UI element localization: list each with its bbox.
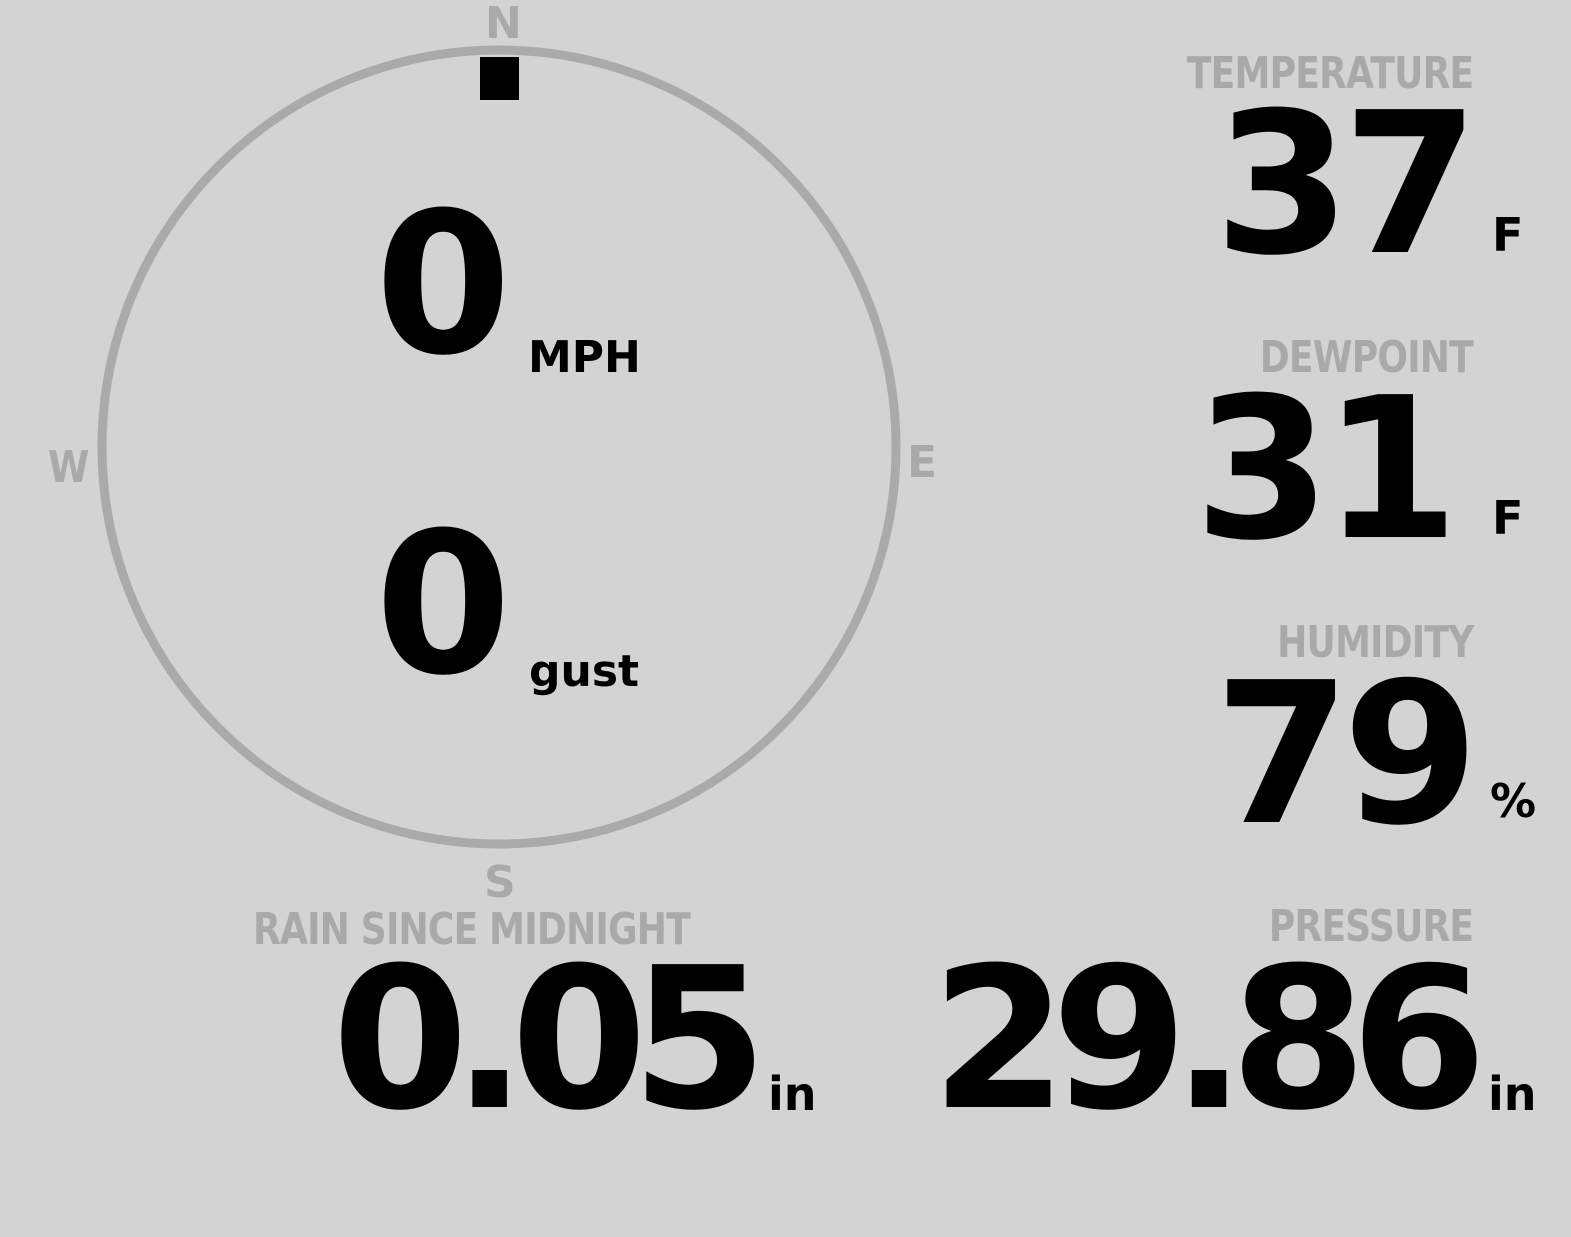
pressure-label: PRESSURE — [1268, 901, 1474, 952]
compass-ring — [97, 45, 901, 849]
compass-north-label: N — [485, 0, 522, 49]
pressure-unit: in — [1488, 1067, 1537, 1121]
wind-speed-value: 0 — [375, 171, 511, 399]
humidity-label: HUMIDITY — [1276, 617, 1474, 668]
temperature-value: 37 — [1214, 71, 1479, 299]
compass-west-label: W — [48, 442, 90, 493]
compass-east-label: E — [907, 437, 938, 488]
rain-unit: in — [768, 1067, 817, 1121]
temperature-unit: F — [1492, 208, 1524, 262]
dewpoint-value: 31 — [1194, 356, 1459, 584]
wind-gust-unit: gust — [529, 646, 640, 697]
wind-direction-marker — [480, 57, 519, 100]
dewpoint-unit: F — [1492, 491, 1524, 545]
wind-speed-unit: MPH — [528, 332, 641, 383]
humidity-unit: % — [1490, 774, 1537, 828]
wind-compass — [97, 45, 901, 849]
rain-value: 0.05 — [332, 926, 768, 1154]
compass-south-label: S — [484, 857, 516, 908]
wind-gust-value: 0 — [375, 491, 511, 719]
temperature-label: TEMPERATURE — [1186, 48, 1474, 99]
rain-label: RAIN SINCE MIDNIGHT — [253, 904, 691, 955]
humidity-value: 79 — [1214, 641, 1479, 869]
pressure-value: 29.86 — [931, 926, 1487, 1154]
dewpoint-label: DEWPOINT — [1259, 332, 1474, 383]
